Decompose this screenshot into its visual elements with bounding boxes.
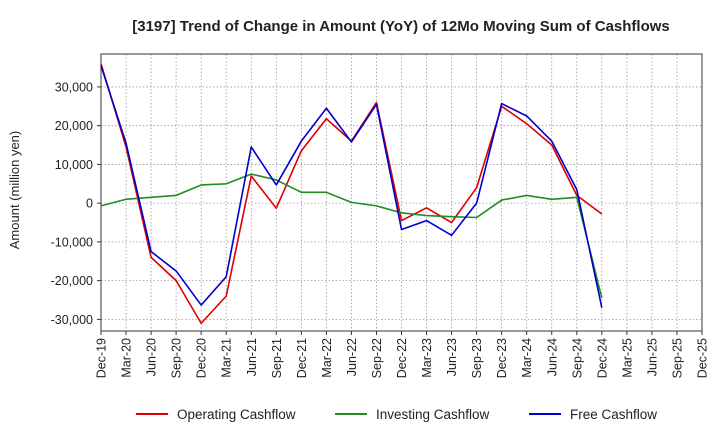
- grid-lines: [100, 54, 703, 331]
- y-tick-label: -20,000: [51, 274, 93, 288]
- axes: [97, 53, 703, 335]
- y-tick-label: 0: [86, 197, 93, 211]
- chart-title: [3197] Trend of Change in Amount (YoY) o…: [132, 18, 670, 35]
- x-tick-label: Dec-23: [495, 338, 509, 378]
- y-tick-label: 30,000: [55, 80, 93, 94]
- y-tick-label: 10,000: [55, 158, 93, 172]
- x-tick-label: Mar-20: [120, 338, 134, 378]
- x-tick-label: Jun-20: [145, 338, 159, 376]
- x-tick-label: Mar-24: [520, 338, 534, 378]
- free-cashflow-line: [100, 65, 603, 308]
- x-tick-labels: Dec-19 Mar-20 Jun-20 Sep-20 Dec-20 Mar-21 Jun-…: [95, 338, 710, 378]
- x-tick-label: Sep-23: [470, 338, 484, 378]
- investing-cashflow-line: [100, 173, 603, 299]
- x-tick-label: Dec-19: [95, 338, 109, 378]
- x-tick-label: Mar-22: [320, 338, 334, 378]
- x-tick-label: Jun-24: [545, 338, 559, 376]
- x-tick-label: Jun-23: [445, 338, 459, 376]
- x-tick-label: Sep-20: [170, 338, 184, 378]
- y-axis-label: Amount (million yen): [7, 131, 22, 250]
- x-tick-label: Dec-20: [195, 338, 209, 378]
- operating-cashflow-line: [100, 63, 603, 325]
- legend-label-investing-cashflow: Investing Cashflow: [376, 407, 490, 422]
- y-tick-labels: 30,000 20,000 10,000 0 -10,000 -20,000 -30,000: [51, 80, 93, 326]
- x-tick-label: Dec-24: [595, 338, 609, 378]
- x-tick-label: Mar-21: [220, 338, 234, 378]
- legend-label-operating-cashflow: Operating Cashflow: [177, 407, 296, 422]
- x-tick-label: Jun-21: [245, 338, 259, 376]
- x-tick-label: Dec-21: [295, 338, 309, 378]
- x-tick-label: Sep-24: [570, 338, 584, 378]
- legend-label-free-cashflow: Free Cashflow: [570, 407, 657, 422]
- x-tick-label: Jun-22: [345, 338, 359, 376]
- x-tick-label: Sep-21: [270, 338, 284, 378]
- legend: Operating Cashflow Investing Cashflow Free…: [136, 407, 657, 422]
- x-tick-label: Dec-25: [696, 338, 710, 378]
- series-lines: [100, 63, 603, 325]
- x-tick-label: Dec-22: [395, 338, 409, 378]
- x-tick-label: Mar-23: [420, 338, 434, 378]
- x-tick-label: Sep-25: [670, 338, 684, 378]
- y-tick-label: -10,000: [51, 235, 93, 249]
- x-tick-label: Jun-25: [645, 338, 659, 376]
- y-tick-label: 20,000: [55, 119, 93, 133]
- x-tick-label: Sep-22: [370, 338, 384, 378]
- x-tick-label: Mar-25: [620, 338, 634, 378]
- y-tick-label: -30,000: [51, 313, 93, 327]
